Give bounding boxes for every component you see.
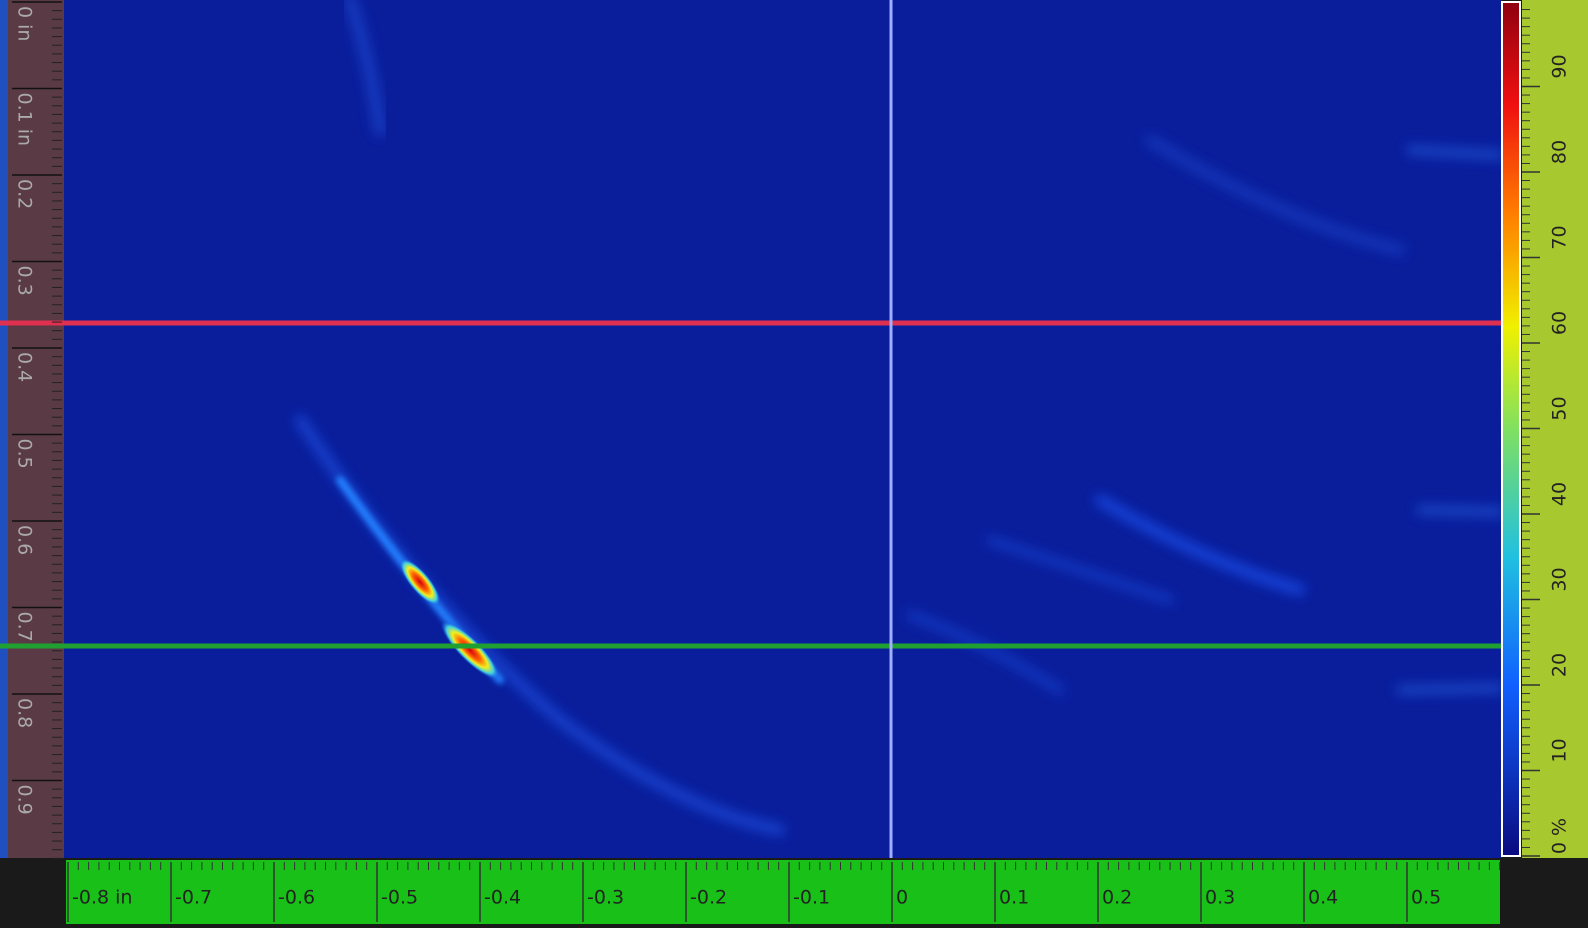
left-tick-label: 0.8	[14, 698, 36, 728]
bottom-tick-label: -0.3	[587, 887, 624, 909]
ruler-labels: 0 in 0.1 in 0.2 0.3 0.4 0.5 0.6 0.7 0.8 0.9 -0.8 i…	[12, 1, 1571, 922]
bottom-tick-label: 0	[896, 887, 908, 909]
color-bar	[1501, 1, 1521, 857]
left-tick-label: 0 in	[14, 6, 36, 41]
bottom-tick-label: -0.7	[175, 887, 212, 909]
scale-tick-label: 40	[1549, 482, 1571, 506]
bottom-tick-label: -0.8 in	[72, 887, 132, 909]
left-tick-label: 0.6	[14, 525, 36, 555]
indication	[440, 620, 500, 680]
left-tick-label: 0.5	[14, 439, 36, 469]
bottom-tick-label: 0.4	[1308, 887, 1338, 909]
scale-tick-label: 90	[1549, 54, 1571, 78]
scale-tick-label: 80	[1549, 140, 1571, 164]
left-tick-label: 0.9	[14, 785, 36, 815]
scale-tick-label: 20	[1549, 653, 1571, 677]
scale-tick-label: 50	[1549, 396, 1571, 420]
left-tick-label: 0.7	[14, 612, 36, 642]
bottom-tick-label: 0.3	[1205, 887, 1235, 909]
bottom-tick-label: -0.4	[484, 887, 521, 909]
bottom-tick-label: -0.2	[690, 887, 727, 909]
bottom-tick-label: 0.2	[1102, 887, 1132, 909]
left-ruler	[8, 0, 64, 858]
scale-tick-label: 30	[1549, 567, 1571, 591]
scale-tick-label: 0 %	[1549, 818, 1571, 854]
scale-tick-label: 60	[1549, 311, 1571, 335]
bottom-tick-label: -0.6	[278, 887, 315, 909]
bottom-tick-label: 0.1	[999, 887, 1029, 909]
left-tick-label: 0.3	[14, 266, 36, 296]
left-tick-label: 0.4	[14, 352, 36, 382]
bottom-tick-label: -0.1	[793, 887, 830, 909]
left-tick-label: 0.2	[14, 179, 36, 209]
scale-tick-label: 10	[1549, 738, 1571, 762]
left-tick-label: 0.1 in	[14, 93, 36, 147]
bottom-ruler	[66, 860, 1500, 924]
bottom-tick-label: 0.5	[1411, 887, 1441, 909]
indication	[399, 558, 441, 606]
edge-strip	[0, 0, 8, 858]
bottom-tick-label: -0.5	[381, 887, 418, 909]
scale-tick-label: 70	[1549, 225, 1571, 249]
scan-image	[64, 0, 1502, 858]
